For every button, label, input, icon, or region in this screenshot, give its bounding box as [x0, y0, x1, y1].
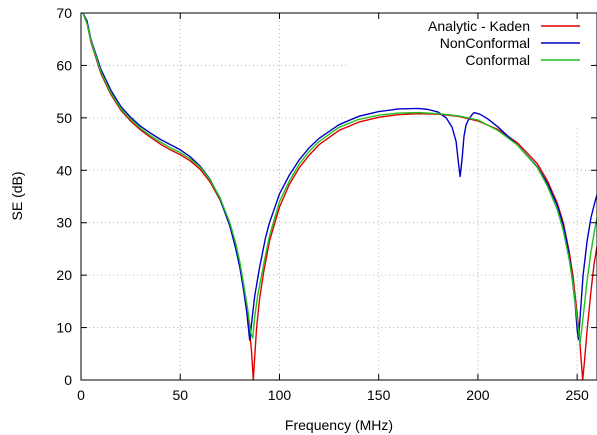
- y-tick-label: 40: [56, 162, 72, 178]
- y-tick-label: 60: [56, 57, 72, 73]
- y-tick-label: 50: [56, 110, 72, 126]
- grid: [81, 13, 597, 380]
- legend-label-analytic-kaden: Analytic - Kaden: [428, 18, 530, 34]
- x-axis-title: Frequency (MHz): [285, 417, 393, 433]
- series-layer: [82, 13, 597, 380]
- tick-layer: 0 10 20 30 40 50 60 70 0 50 100 150 200 250: [56, 5, 597, 403]
- x-tick-label: 0: [77, 387, 85, 403]
- legend-label-nonconformal: NonConformal: [440, 35, 530, 51]
- x-tick-label: 200: [466, 387, 490, 403]
- y-tick-label: 0: [64, 372, 72, 388]
- series-line-analytic-kaden: [82, 13, 597, 380]
- y-tick-label: 30: [56, 215, 72, 231]
- legend-label-conformal: Conformal: [465, 52, 530, 68]
- x-tick-label: 50: [172, 387, 188, 403]
- x-tick-label: 250: [565, 387, 589, 403]
- x-tick-label: 150: [367, 387, 391, 403]
- plot-frame: [80, 12, 597, 381]
- series-line-conformal: [82, 13, 597, 344]
- x-tick-label: 100: [268, 387, 292, 403]
- y-tick-label: 70: [56, 5, 72, 21]
- y-tick-label: 20: [56, 267, 72, 283]
- series-line-nonconformal: [82, 13, 597, 341]
- y-tick-label: 10: [56, 320, 72, 336]
- y-axis-title: SE (dB): [9, 171, 25, 220]
